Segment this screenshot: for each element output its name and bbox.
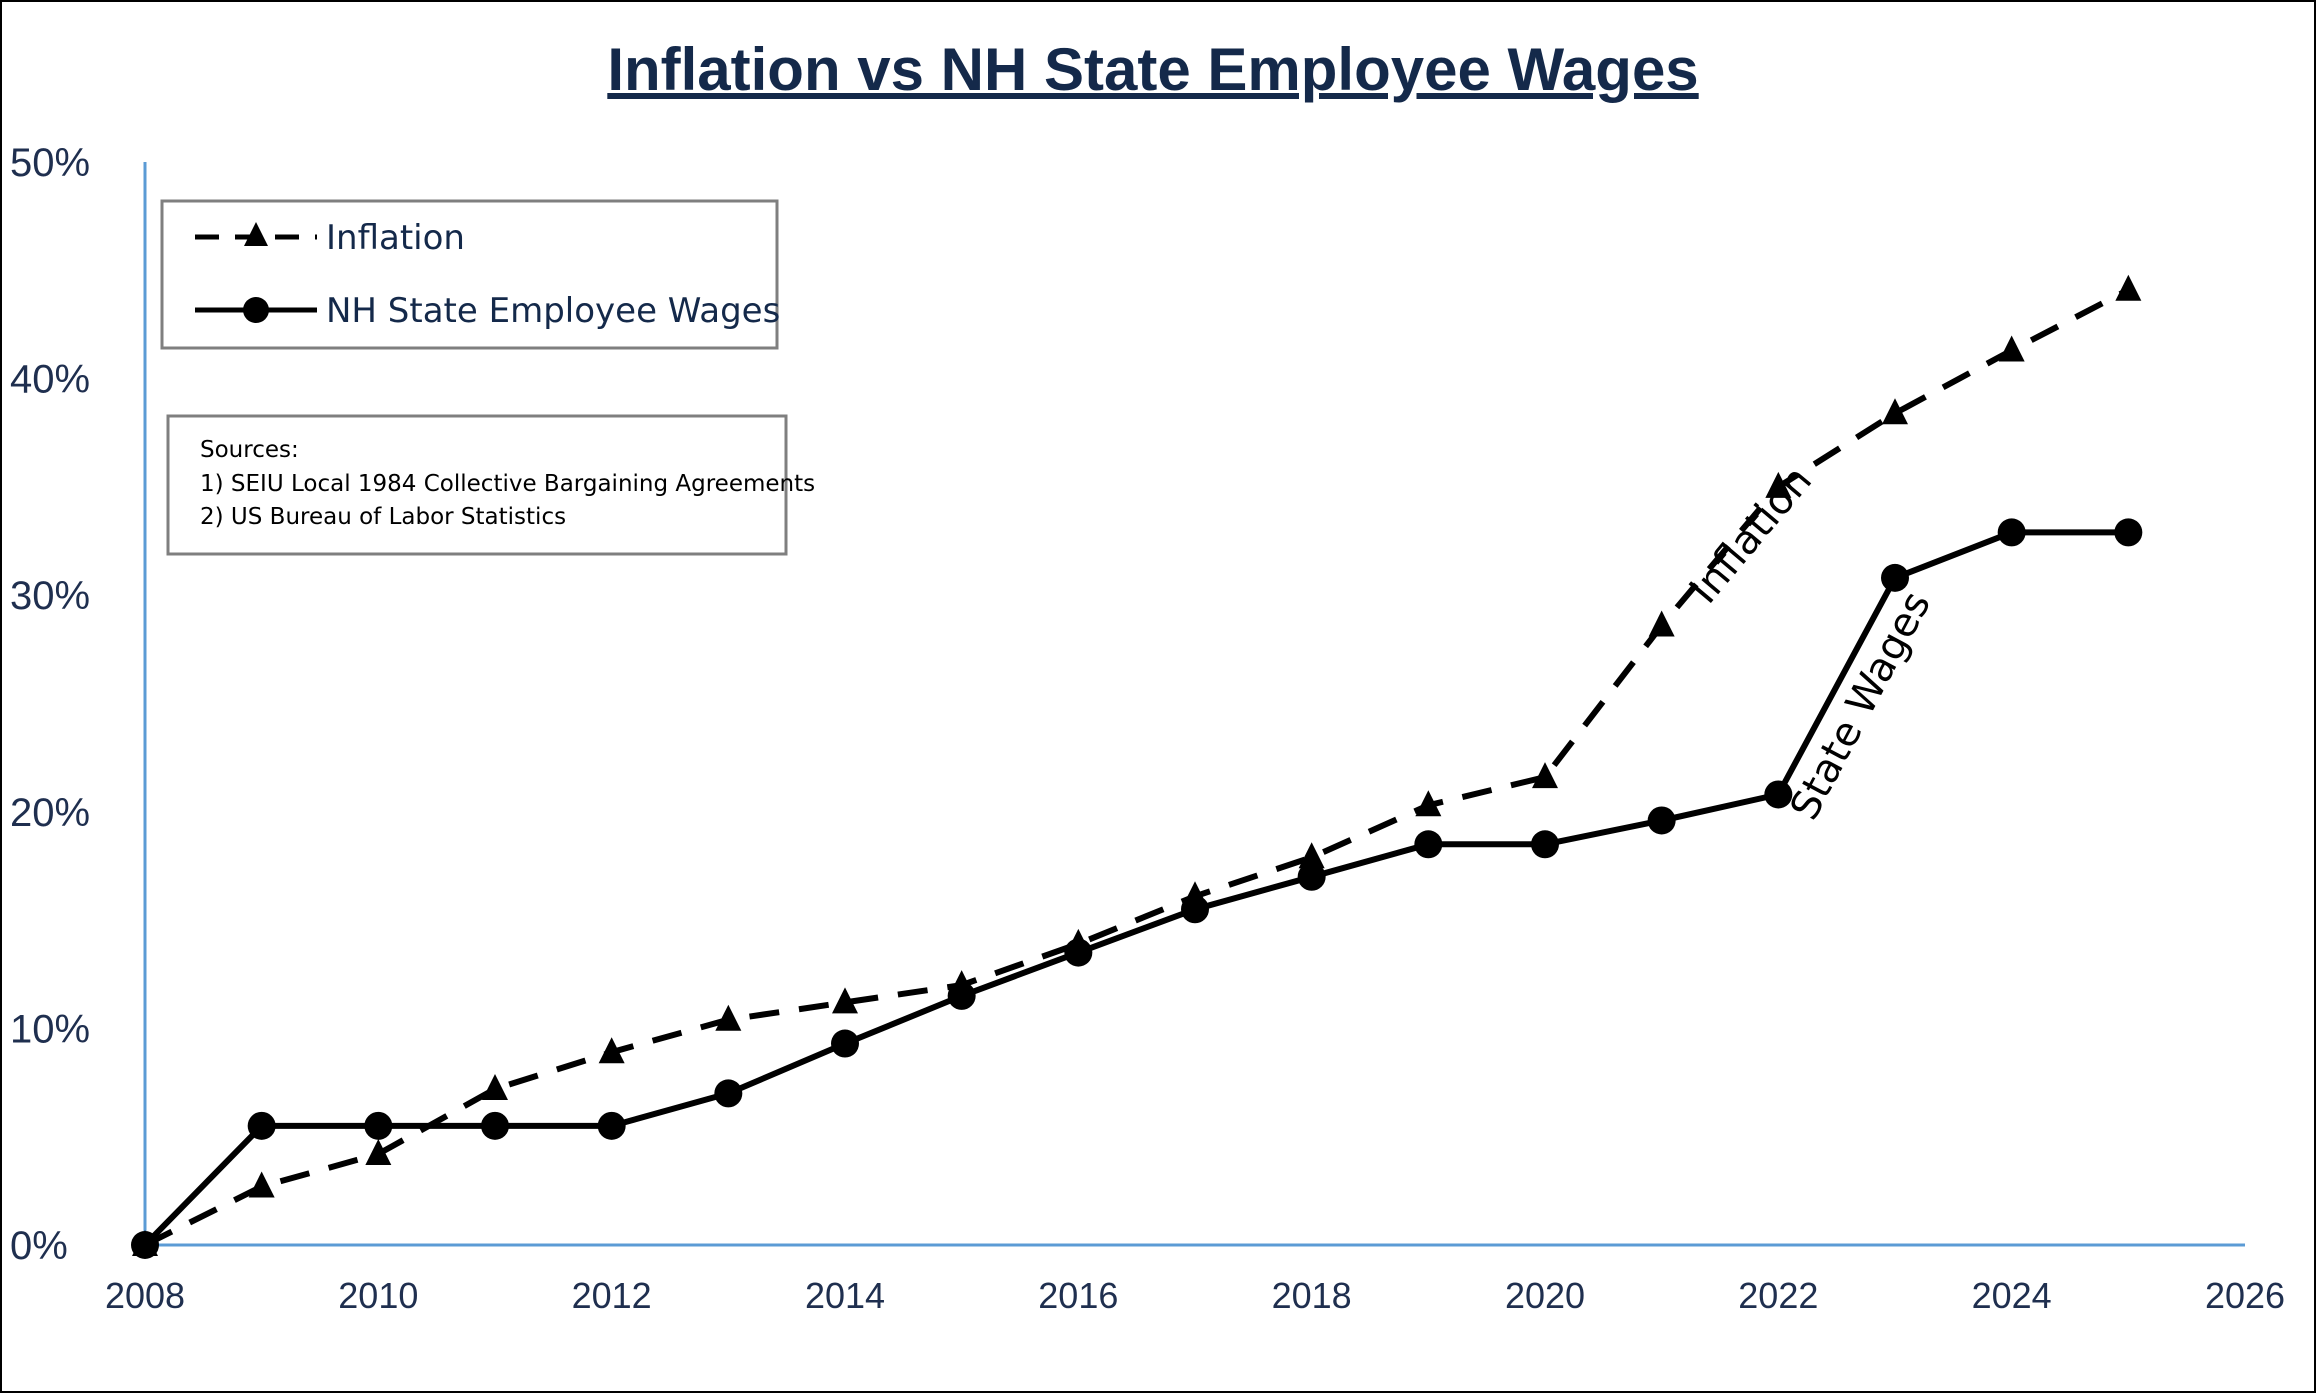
point-inflation <box>832 987 858 1014</box>
point-nh-state-employee-wages <box>481 1111 509 1140</box>
x-tick-label: 2022 <box>1738 1275 1818 1316</box>
point-inflation <box>1998 335 2025 362</box>
legend-marker-circle <box>243 297 269 323</box>
x-tick-label: 2016 <box>1038 1275 1118 1316</box>
point-nh-state-employee-wages <box>1531 830 1559 859</box>
y-tick-label: 30% <box>10 574 90 618</box>
y-tick-label: 50% <box>10 141 90 185</box>
chart-title: Inflation vs NH State Employee Wages <box>607 36 1698 103</box>
legend-box <box>160 199 779 350</box>
point-inflation <box>715 1004 742 1031</box>
point-nh-state-employee-wages <box>1181 895 1209 924</box>
y-tick-label: 40% <box>10 358 90 402</box>
point-inflation <box>2115 274 2142 301</box>
point-inflation <box>1415 790 1442 817</box>
x-tick-label: 2026 <box>2205 1275 2285 1316</box>
series-line-inflation <box>143 287 2130 1248</box>
point-nh-state-employee-wages <box>947 981 976 1010</box>
legend-label-inflation: Inflation <box>326 218 465 258</box>
sources-line-1: 1) SEIU Local 1984 Collective Bargaining… <box>200 471 815 497</box>
series-markers <box>131 274 2143 1259</box>
point-inflation <box>365 1139 392 1166</box>
y-tick-labels: 0% 10% 20% 30% 40% 50% <box>10 141 90 1268</box>
point-nh-state-employee-wages <box>1997 518 2026 547</box>
x-tick-label: 2024 <box>1972 1275 2052 1316</box>
x-tick-label: 2008 <box>105 1275 185 1316</box>
y-tick-label: 20% <box>10 791 90 835</box>
point-inflation <box>1765 471 1792 498</box>
series-line-nh-state-employee-wages <box>142 529 2129 1248</box>
legend: Inflation NH State Employee Wages <box>160 199 780 350</box>
annotation-inflation: Inflation <box>1681 458 1821 613</box>
legend-entry-wages: NH State Employee Wages <box>195 291 780 331</box>
point-nh-state-employee-wages <box>1647 806 1676 835</box>
legend-marker-triangle <box>244 222 268 246</box>
point-inflation <box>482 1074 508 1101</box>
point-inflation <box>598 1037 625 1064</box>
x-tick-label: 2014 <box>805 1275 885 1316</box>
point-nh-state-employee-wages <box>1881 563 1909 592</box>
point-nh-state-employee-wages <box>597 1111 626 1140</box>
point-nh-state-employee-wages <box>1414 830 1443 859</box>
point-nh-state-employee-wages <box>1064 938 1093 967</box>
x-tick-labels: 2008 2010 2012 2014 2016 2018 2020 2022 2024 2026 <box>105 1275 2285 1316</box>
point-inflation <box>1298 842 1325 869</box>
series-lines <box>142 287 2130 1248</box>
legend-label-wages: NH State Employee Wages <box>326 291 780 331</box>
axes <box>143 162 2245 1247</box>
sources-line-2: 2) US Bureau of Labor Statistics <box>200 504 566 530</box>
x-tick-label: 2020 <box>1505 1275 1585 1316</box>
point-inflation <box>1532 762 1558 789</box>
y-tick-label: 10% <box>10 1007 90 1051</box>
y-tick-label: 0% <box>10 1224 68 1268</box>
sources-box: Sources: 1) SEIU Local 1984 Collective B… <box>166 414 815 556</box>
point-nh-state-employee-wages <box>714 1079 743 1108</box>
point-inflation <box>1882 398 1908 425</box>
x-tick-label: 2012 <box>572 1275 652 1316</box>
x-tick-label: 2010 <box>338 1275 418 1316</box>
point-nh-state-employee-wages <box>131 1231 159 1259</box>
sources-heading: Sources: <box>200 437 299 463</box>
annotation-state-wages: State Wages <box>1782 584 1940 827</box>
point-nh-state-employee-wages <box>1297 862 1326 891</box>
point-nh-state-employee-wages <box>247 1111 276 1140</box>
sources-box-border <box>166 414 788 556</box>
point-nh-state-employee-wages <box>364 1111 393 1140</box>
point-nh-state-employee-wages <box>2114 518 2143 547</box>
x-tick-label: 2018 <box>1272 1275 1352 1316</box>
point-inflation <box>248 1171 275 1198</box>
point-inflation <box>1648 610 1675 637</box>
point-nh-state-employee-wages <box>831 1029 859 1058</box>
legend-entry-inflation: Inflation <box>195 218 465 258</box>
point-nh-state-employee-wages <box>1764 780 1793 809</box>
